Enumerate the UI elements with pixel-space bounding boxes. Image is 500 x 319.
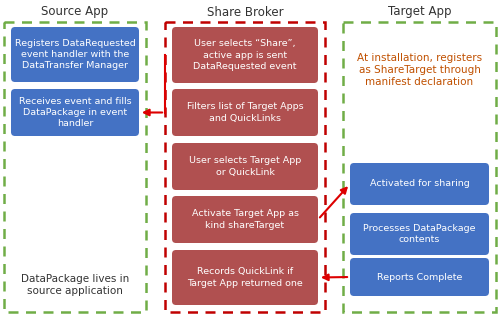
Text: Source App: Source App bbox=[42, 5, 108, 19]
Text: Target App: Target App bbox=[388, 5, 451, 19]
Text: Activated for sharing: Activated for sharing bbox=[370, 180, 470, 189]
Text: DataPackage lives in
source application: DataPackage lives in source application bbox=[21, 274, 129, 296]
FancyBboxPatch shape bbox=[172, 143, 318, 190]
FancyBboxPatch shape bbox=[350, 213, 489, 255]
Text: Records QuickLink if
Target App returned one: Records QuickLink if Target App returned… bbox=[187, 267, 303, 287]
Text: Registers DataRequested
event handler with the
DataTransfer Manager: Registers DataRequested event handler wi… bbox=[14, 39, 136, 70]
FancyBboxPatch shape bbox=[350, 258, 489, 296]
Text: User selects Target App
or QuickLink: User selects Target App or QuickLink bbox=[189, 156, 301, 176]
Bar bbox=[165, 22, 325, 312]
FancyBboxPatch shape bbox=[11, 27, 139, 82]
Text: Receives event and fills
DataPackage in event
handler: Receives event and fills DataPackage in … bbox=[18, 97, 132, 128]
Text: User selects “Share”,
active app is sent
DataRequested event: User selects “Share”, active app is sent… bbox=[193, 40, 297, 70]
Bar bbox=[343, 22, 496, 312]
FancyBboxPatch shape bbox=[172, 250, 318, 305]
FancyBboxPatch shape bbox=[172, 89, 318, 136]
Text: At installation, registers
as ShareTarget through
manifest declaration: At installation, registers as ShareTarge… bbox=[357, 53, 482, 87]
Text: Processes DataPackage
contents: Processes DataPackage contents bbox=[363, 224, 476, 244]
Text: Filters list of Target Apps
and QuickLinks: Filters list of Target Apps and QuickLin… bbox=[186, 102, 304, 122]
FancyBboxPatch shape bbox=[350, 163, 489, 205]
FancyBboxPatch shape bbox=[11, 89, 139, 136]
Text: Reports Complete: Reports Complete bbox=[377, 272, 462, 281]
FancyBboxPatch shape bbox=[172, 196, 318, 243]
Text: Share Broker: Share Broker bbox=[206, 5, 284, 19]
Bar bbox=[4, 22, 146, 312]
FancyBboxPatch shape bbox=[172, 27, 318, 83]
Text: Activate Target App as
kind shareTarget: Activate Target App as kind shareTarget bbox=[192, 210, 298, 230]
